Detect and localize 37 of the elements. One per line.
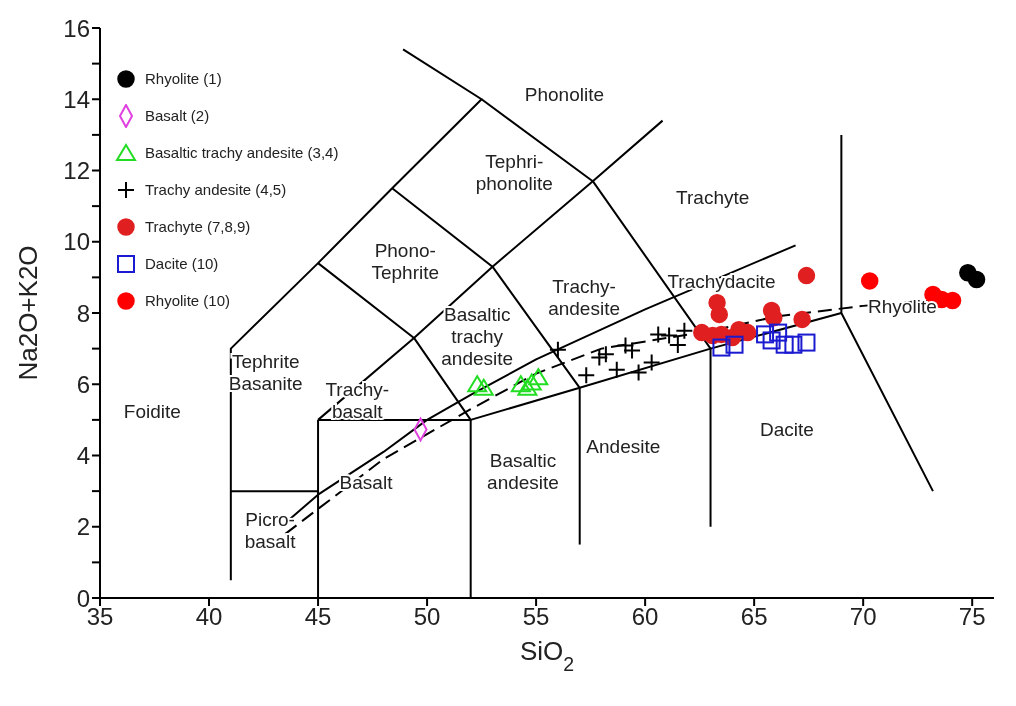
y-tick-label: 4 [76,442,90,470]
y-axis-title: Na2O+K2O [13,245,44,381]
legend-label: Trachyte (7,8,9) [145,218,251,235]
legend-label: Basalt (2) [145,107,210,124]
annotation: Phono- Tephrite [371,240,440,284]
x-tick-label: 50 [413,603,441,631]
y-tick-label: 6 [76,370,90,398]
x-tick-label: 40 [195,603,223,631]
x-tick-label: 60 [631,603,659,631]
legend-label: Rhyolite (1) [145,70,222,87]
x-tick-label: 65 [740,603,768,631]
legend-label: Basaltic trachy andesite (3,4) [145,144,339,161]
annotation: Andesite [586,436,661,458]
x-tick-label: 55 [522,603,550,631]
x-axis-title: SiO$_{2}$ [519,636,575,675]
annotation: Basaltic andesite [487,450,559,494]
legend-label: Rhyolite (10) [145,292,231,309]
annotation: Phonolite [524,83,605,105]
annotation: Tephri- phonolite [475,151,553,195]
y-tick-label: 14 [63,85,90,113]
annotation: Trachy- andesite [548,275,620,319]
annotation: Foidite [123,400,181,422]
y-tick-label: 8 [76,299,90,327]
x-tick-label: 45 [304,603,332,631]
x-tick-label: 75 [958,603,986,631]
y-tick-label: 12 [63,157,90,185]
annotation: Rhyolite [868,295,937,317]
annotation: Trachyte [676,187,750,209]
annotation: Dacite [759,418,814,440]
legend-label: Dacite (10) [145,255,219,272]
legend-label: Trachy andesite (4,5) [145,181,287,198]
y-tick-label: 2 [76,513,90,541]
y-tick-label: 10 [63,228,90,256]
annotation: Basaltic trachy andesite [441,303,514,369]
y-tick-label: 16 [63,14,90,42]
annotation: Basalt [339,472,394,494]
x-tick-label: 70 [849,603,877,631]
